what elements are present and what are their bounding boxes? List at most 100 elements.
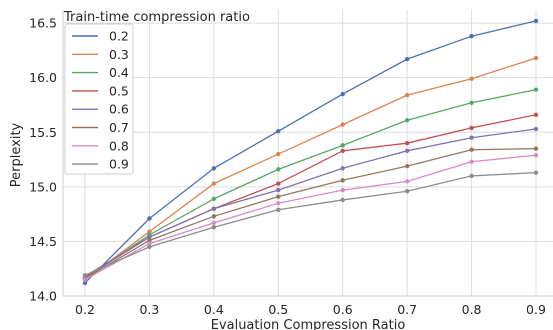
data-point: [469, 135, 474, 140]
data-point: [469, 33, 474, 39]
data-point: [211, 220, 217, 226]
series-0.4: [82, 87, 539, 281]
series-line: [84, 89, 537, 280]
data-point: [469, 100, 474, 105]
y-tick-label: 15.0: [29, 179, 57, 194]
data-point: [276, 187, 281, 193]
x-tick-label: 0.2: [75, 302, 95, 317]
x-tick-label: 0.4: [204, 302, 224, 317]
x-tick-label: 0.9: [526, 302, 546, 317]
data-point: [469, 76, 474, 81]
legend-entry: 0.9: [72, 157, 129, 172]
legend-box: [64, 23, 134, 175]
data-point: [276, 207, 281, 212]
y-tick-label: 16.5: [29, 16, 57, 31]
data-point: [276, 128, 281, 134]
data-point: [533, 152, 539, 158]
legend-label: 0.5: [109, 83, 129, 98]
legend-entry: 0.6: [72, 102, 129, 117]
x-tick-label: 0.6: [333, 302, 353, 317]
series-line: [84, 172, 537, 276]
data-point: [276, 151, 281, 157]
data-point: [147, 241, 152, 246]
legend-entry: 0.3: [72, 47, 129, 62]
data-point: [147, 238, 152, 243]
x-tick-label: 0.5: [268, 302, 288, 317]
data-point: [533, 170, 539, 175]
data-point: [404, 118, 410, 123]
data-point: [147, 234, 152, 240]
data-point: [276, 181, 281, 186]
data-point: [340, 166, 345, 171]
series-0.9: [82, 170, 539, 278]
legend-title: Train-time compression ratio: [63, 10, 250, 25]
y-tick-label: 16.0: [29, 70, 57, 85]
tick-labels: 0.2 0.3 0.4 0.5 0.6 0.7 0.8 0.9 14.0 14.5 15.0 15.5…: [29, 16, 546, 317]
data-point: [533, 55, 539, 61]
series-0.8: [82, 152, 539, 282]
series-line: [84, 128, 537, 277]
axes: [62, 10, 553, 297]
data-point: [340, 197, 345, 203]
data-point: [276, 167, 281, 172]
legend-entry: 0.5: [72, 83, 129, 98]
series-line: [84, 154, 537, 281]
data-point: [211, 206, 217, 211]
legend-label: 0.4: [109, 65, 129, 80]
data-point: [82, 280, 88, 286]
series-0.7: [82, 146, 539, 281]
data-point: [469, 125, 474, 131]
legend-label: 0.9: [109, 157, 129, 172]
legend-entry: 0.4: [72, 65, 129, 80]
legend-label: 0.2: [109, 29, 129, 44]
legend-entry: 0.8: [72, 138, 129, 153]
series: [82, 18, 539, 286]
data-point: [340, 178, 345, 183]
data-point: [147, 244, 152, 250]
series-0.3: [82, 55, 539, 282]
series-line: [84, 147, 537, 280]
y-axis-title: Perplexity: [9, 122, 24, 187]
data-point: [469, 173, 474, 179]
data-point: [147, 216, 152, 221]
data-point: [533, 87, 539, 92]
data-point: [404, 179, 410, 184]
data-point: [340, 122, 345, 127]
data-point: [404, 189, 410, 194]
data-point: [82, 273, 88, 278]
data-point: [340, 143, 345, 148]
x-tick-label: 0.8: [462, 302, 482, 317]
data-point: [469, 147, 474, 152]
legend-label: 0.3: [109, 47, 129, 62]
x-tick-label: 0.3: [139, 302, 159, 317]
legend-label: 0.8: [109, 138, 129, 153]
x-axis-title: Evaluation Compression Ratio: [211, 318, 406, 330]
data-point: [404, 163, 410, 169]
legend-entry: 0.2: [72, 29, 129, 44]
data-point: [404, 92, 410, 98]
data-point: [147, 229, 152, 234]
y-tick-label: 14.0: [29, 289, 57, 304]
data-point: [276, 194, 281, 199]
data-point: [211, 196, 217, 202]
data-point: [276, 201, 281, 206]
legend-entry: 0.7: [72, 120, 129, 135]
data-point: [404, 148, 410, 154]
legend-label: 0.7: [109, 120, 129, 135]
legend: Train-time compression ratio 0.2 0.3 0.4 0.…: [63, 10, 250, 175]
data-point: [533, 126, 539, 132]
series-line: [84, 20, 537, 284]
y-tick-label: 15.5: [29, 125, 57, 140]
data-point: [340, 91, 345, 97]
x-tick-label: 0.7: [397, 302, 417, 317]
data-point: [533, 112, 539, 117]
series-0.2: [82, 18, 539, 286]
data-point: [533, 146, 539, 151]
data-point: [211, 214, 217, 219]
data-point: [211, 181, 217, 186]
data-point: [469, 159, 474, 164]
legend-label: 0.6: [109, 102, 129, 117]
data-point: [340, 187, 345, 193]
